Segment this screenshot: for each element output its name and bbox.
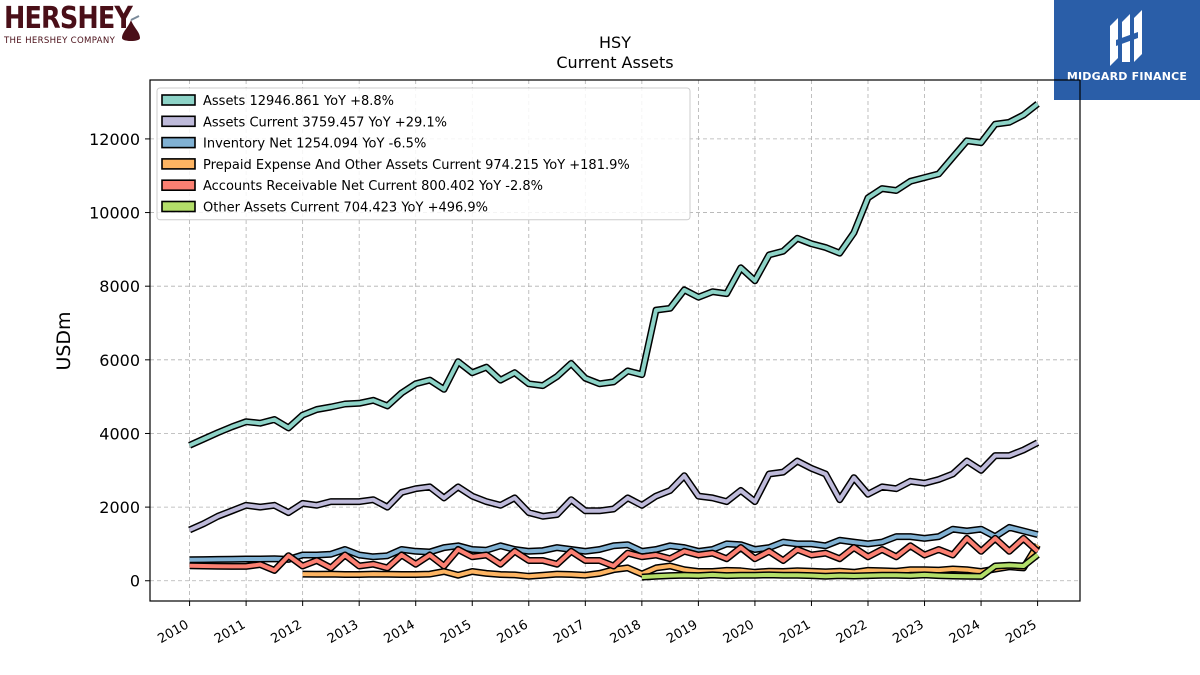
chart-subtitle: Current Assets xyxy=(556,53,673,72)
series-line xyxy=(188,440,1039,532)
series-prepaid-expense-and-other-assets-current xyxy=(302,543,1041,580)
y-axis-label: USDm xyxy=(53,311,75,370)
midgard-emblem-icon xyxy=(1110,10,1142,66)
x-tick-label: 2025 xyxy=(1003,617,1039,647)
legend-label: Assets 12946.861 YoY +8.8% xyxy=(203,94,394,109)
series-line xyxy=(189,536,1039,573)
kiss-icon xyxy=(122,15,140,41)
x-tick-label: 2020 xyxy=(721,617,757,647)
series-line xyxy=(641,553,1039,580)
x-tick-label: 2014 xyxy=(382,617,418,647)
y-tick-label: 6000 xyxy=(99,351,140,370)
x-tick-label: 2010 xyxy=(155,617,191,647)
midgard-finance-wordmark: MIDGARD FINANCE xyxy=(1066,70,1188,83)
y-tick-label: 4000 xyxy=(99,424,140,443)
series-layer xyxy=(188,101,1041,581)
legend-swatch xyxy=(161,115,196,128)
series-assets xyxy=(188,101,1040,449)
legend-swatch xyxy=(161,136,196,149)
series-line xyxy=(188,102,1039,448)
legend: Assets 12946.861 YoY +8.8% Assets Current… xyxy=(156,87,691,221)
legend-label: Accounts Receivable Net Current 800.402 … xyxy=(203,179,543,194)
legend-swatch xyxy=(161,94,196,106)
x-tick-label: 2011 xyxy=(212,617,248,647)
plot-frame xyxy=(149,79,1081,602)
hershey-logo-tagline: THE HERSHEY COMPANY xyxy=(4,36,116,46)
legend-label: Prepaid Expense And Other Assets Current… xyxy=(203,158,630,173)
series-accounts-receivable-net-current xyxy=(189,534,1040,574)
legend-box xyxy=(156,87,691,221)
series-inventory-net xyxy=(189,523,1039,564)
legend-swatch xyxy=(161,179,196,191)
series-assets-current xyxy=(188,439,1040,534)
y-tick-label: 0 xyxy=(130,572,140,591)
legend-item: Assets 12946.861 YoY +8.8% xyxy=(161,94,394,109)
legend-label: Other Assets Current 704.423 YoY +496.9% xyxy=(203,201,488,216)
legend-item: Assets Current 3759.457 YoY +29.1% xyxy=(161,115,447,130)
y-tick-label: 2000 xyxy=(99,498,140,517)
legend-item: Prepaid Expense And Other Assets Current… xyxy=(161,158,630,173)
x-tick-label: 2024 xyxy=(947,617,983,647)
series-other-assets-current xyxy=(641,552,1040,581)
legend-item: Other Assets Current 704.423 YoY +496.9% xyxy=(161,200,488,216)
x-tick-label: 2017 xyxy=(551,617,587,647)
legend-swatch xyxy=(161,200,196,213)
x-tick-label: 2012 xyxy=(268,617,304,647)
series-line xyxy=(302,543,1040,579)
x-tick-label: 2015 xyxy=(438,617,474,647)
x-tick-label: 2019 xyxy=(664,617,700,647)
x-tick-label: 2013 xyxy=(325,617,361,647)
legend-item: Accounts Receivable Net Current 800.402 … xyxy=(161,179,543,194)
legend-item: Inventory Net 1254.094 YoY -6.5% xyxy=(161,136,426,152)
legend-label: Assets Current 3759.457 YoY +29.1% xyxy=(203,115,447,130)
chart-title: HSY xyxy=(599,33,631,52)
x-tick-label: 2018 xyxy=(608,617,644,647)
midgard-finance-logo: MIDGARD FINANCE xyxy=(1054,0,1200,100)
series-outline xyxy=(188,439,1040,534)
y-tick-label: 8000 xyxy=(99,277,140,296)
y-tick-label: 10000 xyxy=(89,204,140,223)
legend-label: Inventory Net 1254.094 YoY -6.5% xyxy=(203,137,426,152)
hershey-logo: HERSHEY THE HERSHEY COMPANY xyxy=(4,4,144,56)
y-tick-label: 12000 xyxy=(89,130,140,149)
x-tick-label: 2023 xyxy=(890,617,926,647)
legend-swatch xyxy=(161,158,196,170)
x-tick-label: 2016 xyxy=(495,617,531,647)
x-tick-label: 2022 xyxy=(834,617,870,647)
series-line xyxy=(189,525,1039,562)
x-tick-label: 2021 xyxy=(777,617,813,647)
hershey-logo-wordmark: HERSHEY xyxy=(4,1,133,36)
